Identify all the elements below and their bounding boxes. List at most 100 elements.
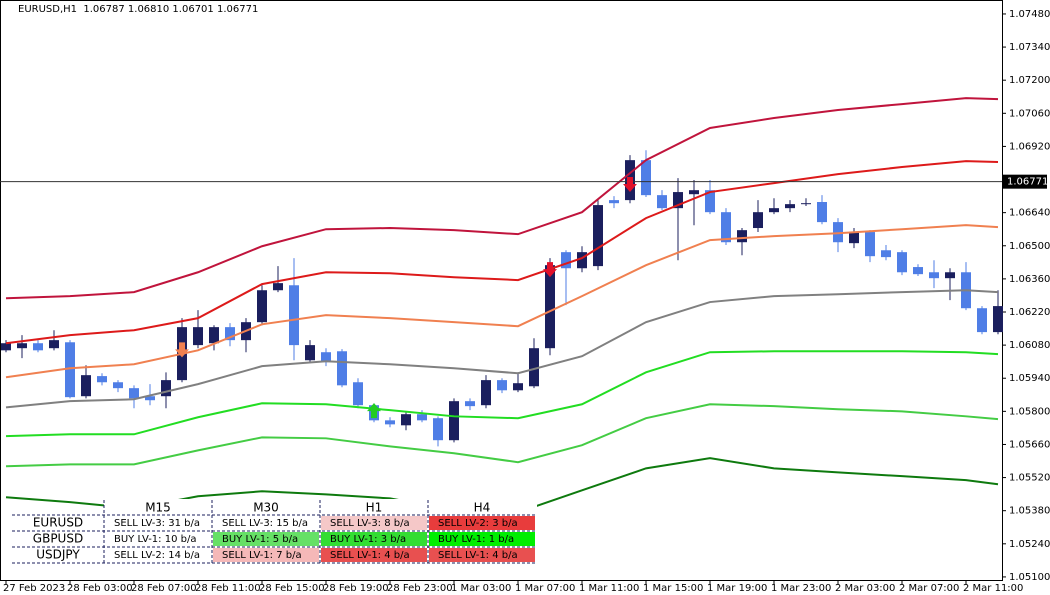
candle-body bbox=[897, 252, 907, 273]
candle-body bbox=[657, 195, 667, 209]
candle-body bbox=[513, 383, 523, 391]
cell-text: BUY LV-1: 5 b/a bbox=[222, 534, 298, 545]
y-tick-label: 1.05660 bbox=[1009, 439, 1050, 450]
candle-body bbox=[833, 222, 843, 243]
row-symbol: EURUSD bbox=[33, 516, 83, 530]
candle-body bbox=[385, 420, 395, 425]
candle-body bbox=[945, 272, 955, 279]
row-symbol: USDJPY bbox=[36, 548, 80, 562]
candle-body bbox=[49, 340, 59, 349]
cell-background bbox=[213, 548, 319, 562]
y-tick-label: 1.07060 bbox=[1009, 108, 1050, 119]
row-symbol: GBPUSD bbox=[33, 532, 83, 546]
y-tick-label: 1.06220 bbox=[1009, 307, 1050, 318]
candle-body bbox=[849, 232, 859, 244]
x-tick-label: 1 Mar 03:00 bbox=[451, 583, 511, 594]
cell-text: SELL LV-2: 3 b/a bbox=[438, 518, 518, 529]
band-line bbox=[5, 160, 999, 345]
candle-body bbox=[993, 306, 1003, 333]
x-tick-label: 28 Feb 23:00 bbox=[387, 583, 453, 594]
chart-header: EURUSD,H1 1.06787 1.06810 1.06701 1.0677… bbox=[18, 4, 258, 15]
candle-body bbox=[1, 343, 11, 351]
candle-body bbox=[481, 380, 491, 406]
candle-body bbox=[673, 192, 683, 209]
candle-body bbox=[353, 382, 363, 406]
candle-body bbox=[769, 208, 779, 213]
candle-body bbox=[81, 375, 91, 397]
x-tick-label: 1 Mar 11:00 bbox=[579, 583, 639, 594]
candle-body bbox=[145, 396, 155, 401]
x-tick-label: 27 Feb 2023 bbox=[3, 583, 65, 594]
candle-body bbox=[737, 230, 747, 243]
candle-body bbox=[913, 267, 923, 275]
signal-arrow bbox=[367, 403, 381, 419]
column-header: M15 bbox=[145, 501, 171, 515]
cell-background bbox=[105, 516, 211, 530]
candle-body bbox=[801, 203, 811, 205]
candle-body bbox=[65, 342, 75, 398]
candle-body bbox=[417, 414, 427, 421]
cell-background bbox=[213, 532, 319, 546]
candle-body bbox=[113, 382, 123, 389]
candle-body bbox=[225, 327, 235, 341]
cell-text: SELL LV-3: 31 b/a bbox=[114, 518, 200, 529]
table-background bbox=[12, 515, 104, 565]
candle-body bbox=[705, 190, 715, 213]
y-tick-label: 1.05240 bbox=[1009, 539, 1050, 550]
cell-background bbox=[321, 532, 427, 546]
cell-background bbox=[105, 532, 211, 546]
candle-body bbox=[401, 414, 411, 426]
cell-text: SELL LV-1: 4 b/a bbox=[438, 550, 518, 561]
plot-frame bbox=[0, 0, 1003, 581]
x-tick-label: 1 Mar 23:00 bbox=[771, 583, 831, 594]
x-tick-label: 1 Mar 15:00 bbox=[643, 583, 703, 594]
current-price-box bbox=[1003, 174, 1047, 189]
candle-body bbox=[785, 204, 795, 209]
x-tick-label: 28 Feb 11:00 bbox=[195, 583, 261, 594]
x-tick-label: 2 Mar 07:00 bbox=[899, 583, 959, 594]
band-line bbox=[5, 350, 999, 438]
cell-background bbox=[321, 548, 427, 562]
candle-body bbox=[33, 343, 43, 351]
band-line bbox=[5, 97, 999, 300]
band-line bbox=[5, 403, 999, 468]
cell-background bbox=[105, 548, 211, 562]
cell-text: BUY LV-1: 10 b/a bbox=[114, 534, 196, 545]
y-tick-label: 1.05940 bbox=[1009, 373, 1050, 384]
y-tick-label: 1.06920 bbox=[1009, 141, 1050, 152]
candle-body bbox=[465, 401, 475, 407]
candle-body bbox=[161, 380, 171, 397]
candle-body bbox=[449, 401, 459, 441]
candle-body bbox=[17, 343, 27, 349]
candle-body bbox=[193, 327, 203, 346]
cell-background bbox=[321, 516, 427, 530]
x-tick-label: 2 Mar 03:00 bbox=[835, 583, 895, 594]
candle-body bbox=[97, 376, 107, 383]
candle-body bbox=[689, 190, 699, 195]
candle-body bbox=[561, 252, 571, 269]
cell-text: SELL LV-1: 4 b/a bbox=[330, 550, 410, 561]
cell-background bbox=[429, 532, 535, 546]
candle-body bbox=[529, 348, 539, 387]
candle-body bbox=[337, 351, 347, 386]
y-tick-label: 1.06500 bbox=[1009, 241, 1050, 252]
column-header: M30 bbox=[253, 501, 279, 515]
candle-body bbox=[817, 202, 827, 223]
cell-text: SELL LV-1: 7 b/a bbox=[222, 550, 302, 561]
y-tick-label: 1.05520 bbox=[1009, 473, 1050, 484]
y-tick-label: 1.07480 bbox=[1009, 9, 1050, 20]
candle-body bbox=[433, 418, 443, 441]
candle-body bbox=[593, 205, 603, 267]
y-tick-label: 1.05380 bbox=[1009, 506, 1050, 517]
signal-arrow bbox=[623, 176, 637, 192]
x-tick-label: 28 Feb 19:00 bbox=[323, 583, 389, 594]
y-tick-label: 1.06360 bbox=[1009, 274, 1050, 285]
y-tick-label: 1.07200 bbox=[1009, 75, 1050, 86]
cell-background bbox=[429, 516, 535, 530]
candle-body bbox=[609, 200, 619, 204]
candle-body bbox=[289, 285, 299, 346]
candle-body bbox=[321, 352, 331, 363]
candle-body bbox=[721, 212, 731, 243]
column-header: H4 bbox=[474, 501, 491, 515]
